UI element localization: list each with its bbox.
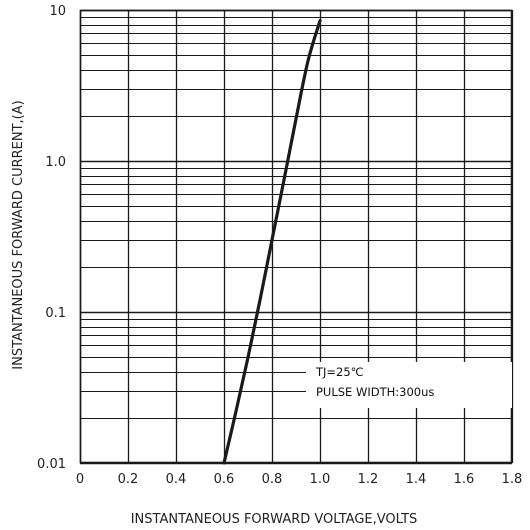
- y-tick-label: 0.01: [37, 457, 66, 472]
- x-tick-label: 0.2: [118, 472, 139, 487]
- annotation-pulse-width: PULSE WIDTH:300us: [316, 385, 434, 399]
- x-tick-labels: 0 0.2 0.4 0.6 0.8 1.0 1.2 1.4 1.6 1.8: [76, 472, 522, 487]
- x-axis-title: INSTANTANEOUS FORWARD VOLTAGE,VOLTS: [131, 512, 418, 527]
- annotation-background: [306, 362, 512, 408]
- annotation-box: TJ=25℃ PULSE WIDTH:300us: [306, 362, 512, 408]
- x-tick-label: 1.2: [358, 472, 379, 487]
- x-tick-label: 1.4: [406, 472, 427, 487]
- x-tick-label: 0.6: [214, 472, 235, 487]
- x-tick-label: 0: [76, 472, 84, 487]
- plot-frame: [79, 9, 513, 464]
- forward-current-curve: [222, 19, 322, 465]
- y-tick-label: 0.1: [45, 306, 66, 321]
- y-axis-title: INSTANTANEOUS FORWARD CURRENT,(A): [11, 100, 26, 369]
- x-tick-label: 1.8: [502, 472, 523, 487]
- x-tick-label: 0.4: [166, 472, 187, 487]
- y-tick-label: 1.0: [45, 155, 66, 170]
- y-tick-labels: 0.01 0.1 1.0 10: [37, 4, 66, 472]
- y-tick-label: 10: [49, 4, 66, 19]
- series-layer: [222, 19, 322, 465]
- annotation-junction-temperature: TJ=25℃: [315, 365, 364, 379]
- x-tick-label: 0.8: [262, 472, 283, 487]
- x-tick-label: 1.6: [454, 472, 475, 487]
- x-tick-label: 1.0: [310, 472, 331, 487]
